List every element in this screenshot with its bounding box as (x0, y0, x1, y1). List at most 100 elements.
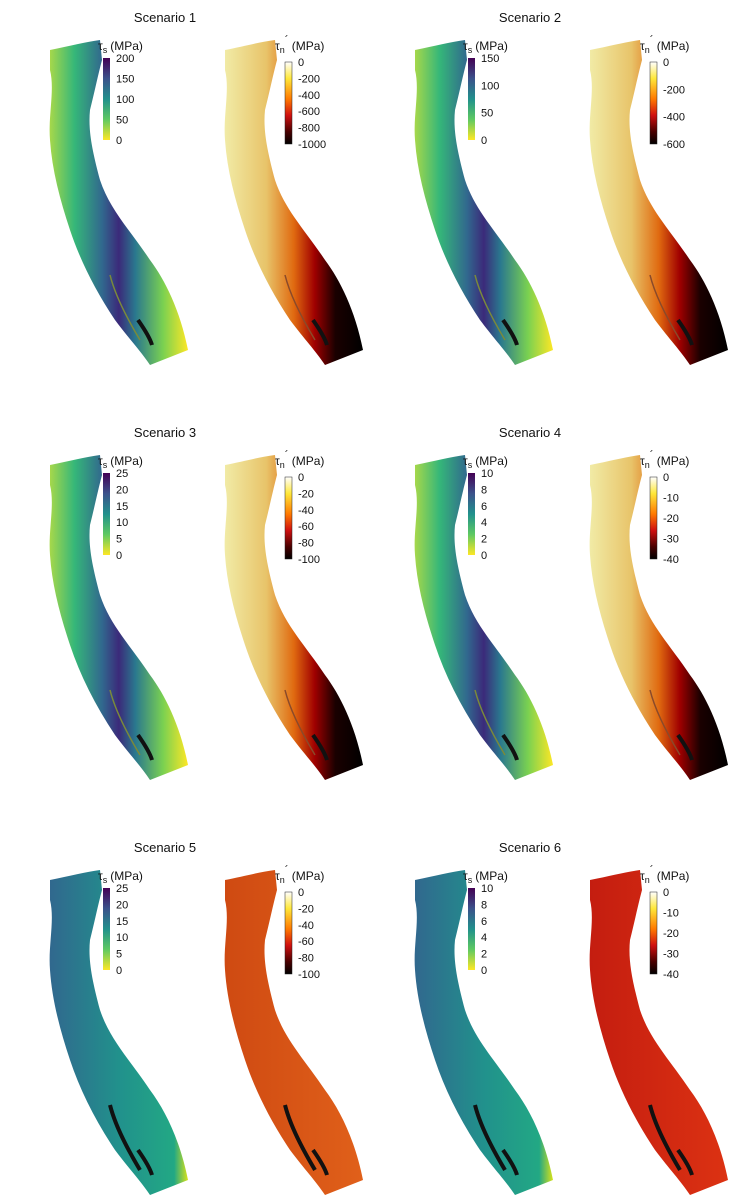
shear-tick-label: 8 (481, 484, 487, 496)
normal-stress-band (224, 870, 363, 1195)
shear-tick-label: 150 (116, 74, 134, 86)
fracture-line (311, 733, 329, 761)
shear-tick-label: 0 (481, 965, 487, 977)
shear-tick-label: 50 (116, 115, 128, 127)
normal-tick-label: -40 (298, 505, 314, 517)
fracture-line (676, 318, 694, 346)
normal-tick-label: 0 (298, 472, 304, 484)
normal-tick-label: -30 (663, 949, 679, 961)
shear-tick-label: 2 (481, 534, 487, 546)
shear-tick-label: 15 (116, 916, 128, 928)
shear-stress-map (49, 455, 189, 780)
shear-stress-band (49, 455, 189, 780)
fracture-line (474, 689, 506, 756)
shear-stress-map (414, 40, 553, 365)
shear-stress-band (49, 40, 189, 365)
normal-tick-label: -20 (663, 928, 679, 940)
normal-tick-label: 0 (663, 57, 669, 69)
fracture-line (473, 1104, 507, 1172)
normal-colorbar (649, 61, 658, 145)
shear-tick-label: 20 (116, 484, 128, 496)
shear-tick-label: 4 (481, 932, 487, 944)
scenario-panel: Scenario 4 τs (MPa)10 8 6 4 2 0 τn´ (MPa) 0 -10 -20 -… (414, 425, 728, 780)
fracture-line (501, 318, 519, 346)
shear-tick-label: 20 (116, 899, 128, 911)
shear-tick-label: 100 (481, 80, 499, 92)
scenario-title: Scenario 1 (134, 10, 196, 25)
shear-tick-label: 5 (116, 949, 122, 961)
normal-colorbar-title: τn´ (MPa) (640, 33, 689, 55)
shear-colorbar (103, 473, 110, 555)
shear-tick-label: 15 (116, 501, 128, 513)
fracture-line (136, 733, 154, 761)
fracture-line (311, 1148, 329, 1176)
shear-tick-label: 0 (116, 965, 122, 977)
fracture-line (136, 318, 154, 346)
normal-tick-label: 0 (298, 887, 304, 899)
normal-tick-label: -600 (298, 106, 320, 118)
fracture-line (501, 1148, 519, 1176)
normal-tick-label: -100 (298, 554, 320, 566)
normal-colorbar (649, 476, 658, 560)
shear-tick-label: 5 (116, 534, 122, 546)
shear-colorbar (468, 888, 475, 970)
normal-stress-band (224, 40, 363, 365)
scenario-panel: Scenario 6 τs (MPa)10 8 6 4 2 0 τn´ (MPa) 0 -10 -20 -… (414, 840, 728, 1195)
scenario-title: Scenario 4 (499, 425, 561, 440)
normal-tick-label: -400 (663, 112, 685, 124)
shear-colorbar-title: τs (MPa) (98, 869, 143, 885)
shear-stress-band (49, 870, 189, 1195)
scenario-title: Scenario 5 (134, 840, 196, 855)
fracture-line (474, 274, 506, 341)
scenario-title: Scenario 2 (499, 10, 561, 25)
scenario-panel: Scenario 3 τs (MPa)25 20 15 10 5 0 τn´ (MPa) 0 -20 -… (49, 425, 363, 780)
shear-colorbar-title: τs (MPa) (463, 39, 508, 55)
fracture-line (649, 689, 681, 756)
normal-stress-band (224, 455, 363, 780)
shear-stress-map (414, 455, 553, 780)
shear-stress-map (49, 40, 189, 365)
normal-tick-label: -80 (298, 538, 314, 550)
fracture-line (109, 689, 141, 756)
shear-stress-band (414, 455, 553, 780)
normal-colorbar (284, 891, 293, 975)
scenario-title: Scenario 6 (499, 840, 561, 855)
normal-tick-label: -10 (663, 908, 679, 920)
normal-colorbar-title: τn´ (MPa) (275, 33, 324, 55)
shear-tick-label: 6 (481, 916, 487, 928)
fracture-line (676, 1148, 694, 1176)
scenario-title: Scenario 3 (134, 425, 196, 440)
normal-tick-label: -60 (298, 521, 314, 533)
shear-tick-label: 6 (481, 501, 487, 513)
normal-tick-label: -30 (663, 534, 679, 546)
normal-tick-label: -800 (298, 123, 320, 135)
normal-tick-label: -20 (663, 513, 679, 525)
fracture-line (676, 733, 694, 761)
normal-stress-map (224, 455, 363, 780)
fracture-line (109, 274, 141, 341)
shear-tick-label: 25 (116, 883, 128, 895)
normal-stress-map (224, 870, 363, 1195)
normal-tick-label: -80 (298, 953, 314, 965)
normal-tick-label: -10 (663, 493, 679, 505)
shear-colorbar (103, 58, 110, 140)
normal-tick-label: -1000 (298, 139, 326, 151)
fracture-line (311, 318, 329, 346)
shear-tick-label: 0 (116, 550, 122, 562)
fracture-line (136, 1148, 154, 1176)
normal-tick-label: -20 (298, 488, 314, 500)
normal-tick-label: -200 (298, 73, 320, 85)
fracture-line (284, 274, 316, 341)
normal-tick-label: -100 (298, 969, 320, 981)
shear-tick-label: 2 (481, 949, 487, 961)
shear-tick-label: 100 (116, 94, 134, 106)
shear-tick-label: 200 (116, 53, 134, 65)
normal-tick-label: -600 (663, 139, 685, 151)
normal-stress-map (589, 455, 728, 780)
fracture-line (649, 274, 681, 341)
normal-tick-label: -40 (298, 920, 314, 932)
scenario-panel: Scenario 5 τs (MPa)25 20 15 10 5 0 τn´ (MPa) 0 -20 -… (49, 840, 363, 1195)
normal-colorbar (284, 61, 293, 145)
shear-tick-label: 10 (116, 932, 128, 944)
shear-colorbar-title: τs (MPa) (98, 454, 143, 470)
